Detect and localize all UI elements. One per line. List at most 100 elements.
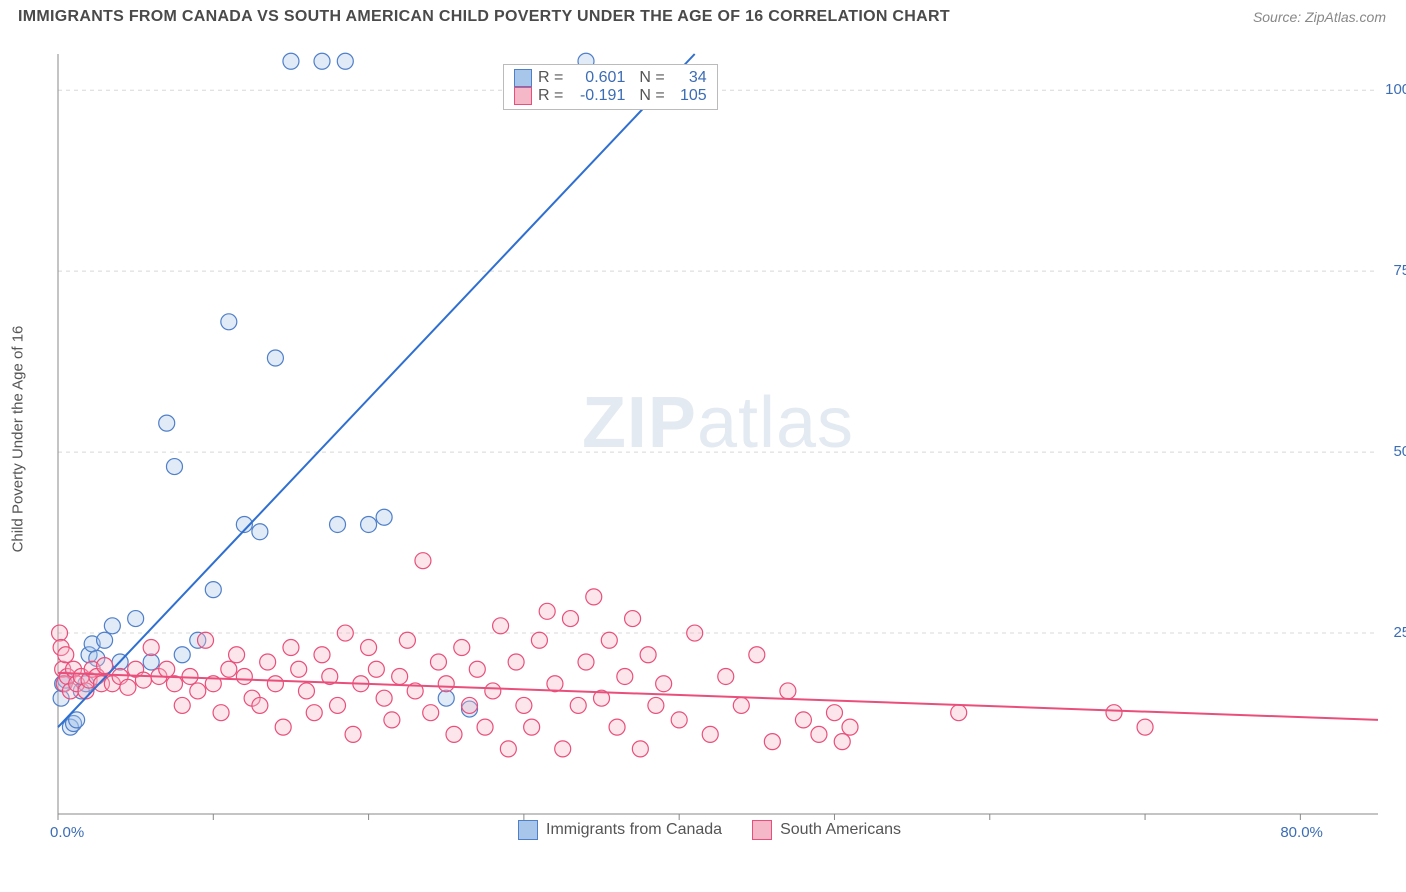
stats-swatch-icon [514, 87, 532, 105]
stats-r-value: 0.601 [569, 69, 625, 87]
legend-label: Immigrants from Canada [546, 821, 722, 839]
scatter-point [811, 726, 827, 742]
correlation-chart: Child Poverty Under the Age of 16 ZIPatl… [48, 44, 1388, 834]
stats-r-label: R = [538, 87, 563, 105]
scatter-point [345, 726, 361, 742]
chart-legend: Immigrants from Canada South Americans [518, 820, 901, 840]
scatter-point [252, 524, 268, 540]
scatter-point [337, 625, 353, 641]
scatter-point [159, 661, 175, 677]
scatter-point [477, 719, 493, 735]
scatter-point [951, 705, 967, 721]
scatter-point [205, 582, 221, 598]
scatter-point [415, 553, 431, 569]
scatter-point [1106, 705, 1122, 721]
scatter-point [462, 697, 478, 713]
scatter-point [236, 668, 252, 684]
scatter-plot-svg [48, 44, 1388, 834]
scatter-point [493, 618, 509, 634]
axis-tick-label: 0.0% [50, 824, 84, 841]
scatter-point [1137, 719, 1153, 735]
scatter-point [128, 611, 144, 627]
scatter-point [648, 697, 664, 713]
scatter-point [671, 712, 687, 728]
scatter-point [718, 668, 734, 684]
scatter-point [508, 654, 524, 670]
scatter-point [166, 459, 182, 475]
scatter-point [539, 603, 555, 619]
scatter-point [586, 589, 602, 605]
scatter-point [524, 719, 540, 735]
scatter-point [384, 712, 400, 728]
axis-tick-label: 75.0% [1393, 262, 1406, 279]
stats-n-label: N = [639, 69, 664, 87]
scatter-point [570, 697, 586, 713]
scatter-point [260, 654, 276, 670]
scatter-point [298, 683, 314, 699]
scatter-point [221, 314, 237, 330]
stats-n-label: N = [639, 87, 664, 105]
scatter-point [834, 734, 850, 750]
scatter-point [330, 516, 346, 532]
scatter-point [306, 705, 322, 721]
scatter-point [702, 726, 718, 742]
regression-line-canada [58, 54, 695, 727]
scatter-point [267, 350, 283, 366]
scatter-point [531, 632, 547, 648]
scatter-point [609, 719, 625, 735]
scatter-point [392, 668, 408, 684]
scatter-point [438, 676, 454, 692]
correlation-stats-box: R =0.601N =34R =-0.191N =105 [503, 64, 718, 110]
scatter-point [376, 690, 392, 706]
scatter-point [826, 705, 842, 721]
scatter-point [376, 509, 392, 525]
scatter-point [120, 679, 136, 695]
scatter-point [625, 611, 641, 627]
scatter-point [97, 632, 113, 648]
stats-r-value: -0.191 [569, 87, 625, 105]
scatter-point [283, 53, 299, 69]
scatter-point [314, 53, 330, 69]
scatter-point [617, 668, 633, 684]
scatter-point [555, 741, 571, 757]
scatter-point [135, 672, 151, 688]
legend-label: South Americans [780, 821, 901, 839]
scatter-point [842, 719, 858, 735]
scatter-point [291, 661, 307, 677]
scatter-point [500, 741, 516, 757]
scatter-point [330, 697, 346, 713]
scatter-point [52, 625, 68, 641]
scatter-point [485, 683, 501, 699]
scatter-point [221, 661, 237, 677]
scatter-point [446, 726, 462, 742]
scatter-point [438, 690, 454, 706]
scatter-point [337, 53, 353, 69]
legend-swatch-icon [518, 820, 538, 840]
scatter-point [601, 632, 617, 648]
axis-tick-label: 50.0% [1393, 443, 1406, 460]
scatter-point [159, 415, 175, 431]
stats-row-canada: R =0.601N =34 [514, 69, 707, 87]
scatter-point [632, 741, 648, 757]
scatter-point [749, 647, 765, 663]
scatter-point [267, 676, 283, 692]
scatter-point [780, 683, 796, 699]
scatter-point [516, 697, 532, 713]
scatter-point [656, 676, 672, 692]
stats-n-value: 105 [671, 87, 707, 105]
legend-item-south_am: South Americans [752, 820, 901, 840]
scatter-point [174, 647, 190, 663]
scatter-point [733, 697, 749, 713]
scatter-point [368, 661, 384, 677]
axis-tick-label: 80.0% [1280, 824, 1323, 841]
scatter-point [314, 647, 330, 663]
axis-tick-label: 100.0% [1385, 81, 1406, 98]
legend-item-canada: Immigrants from Canada [518, 820, 722, 840]
scatter-point [795, 712, 811, 728]
scatter-point [454, 640, 470, 656]
scatter-point [143, 640, 159, 656]
source-attribution: Source: ZipAtlas.com [1253, 9, 1386, 25]
scatter-point [361, 516, 377, 532]
scatter-point [174, 697, 190, 713]
stats-row-south_am: R = -0.191 N = 105 [514, 87, 707, 105]
